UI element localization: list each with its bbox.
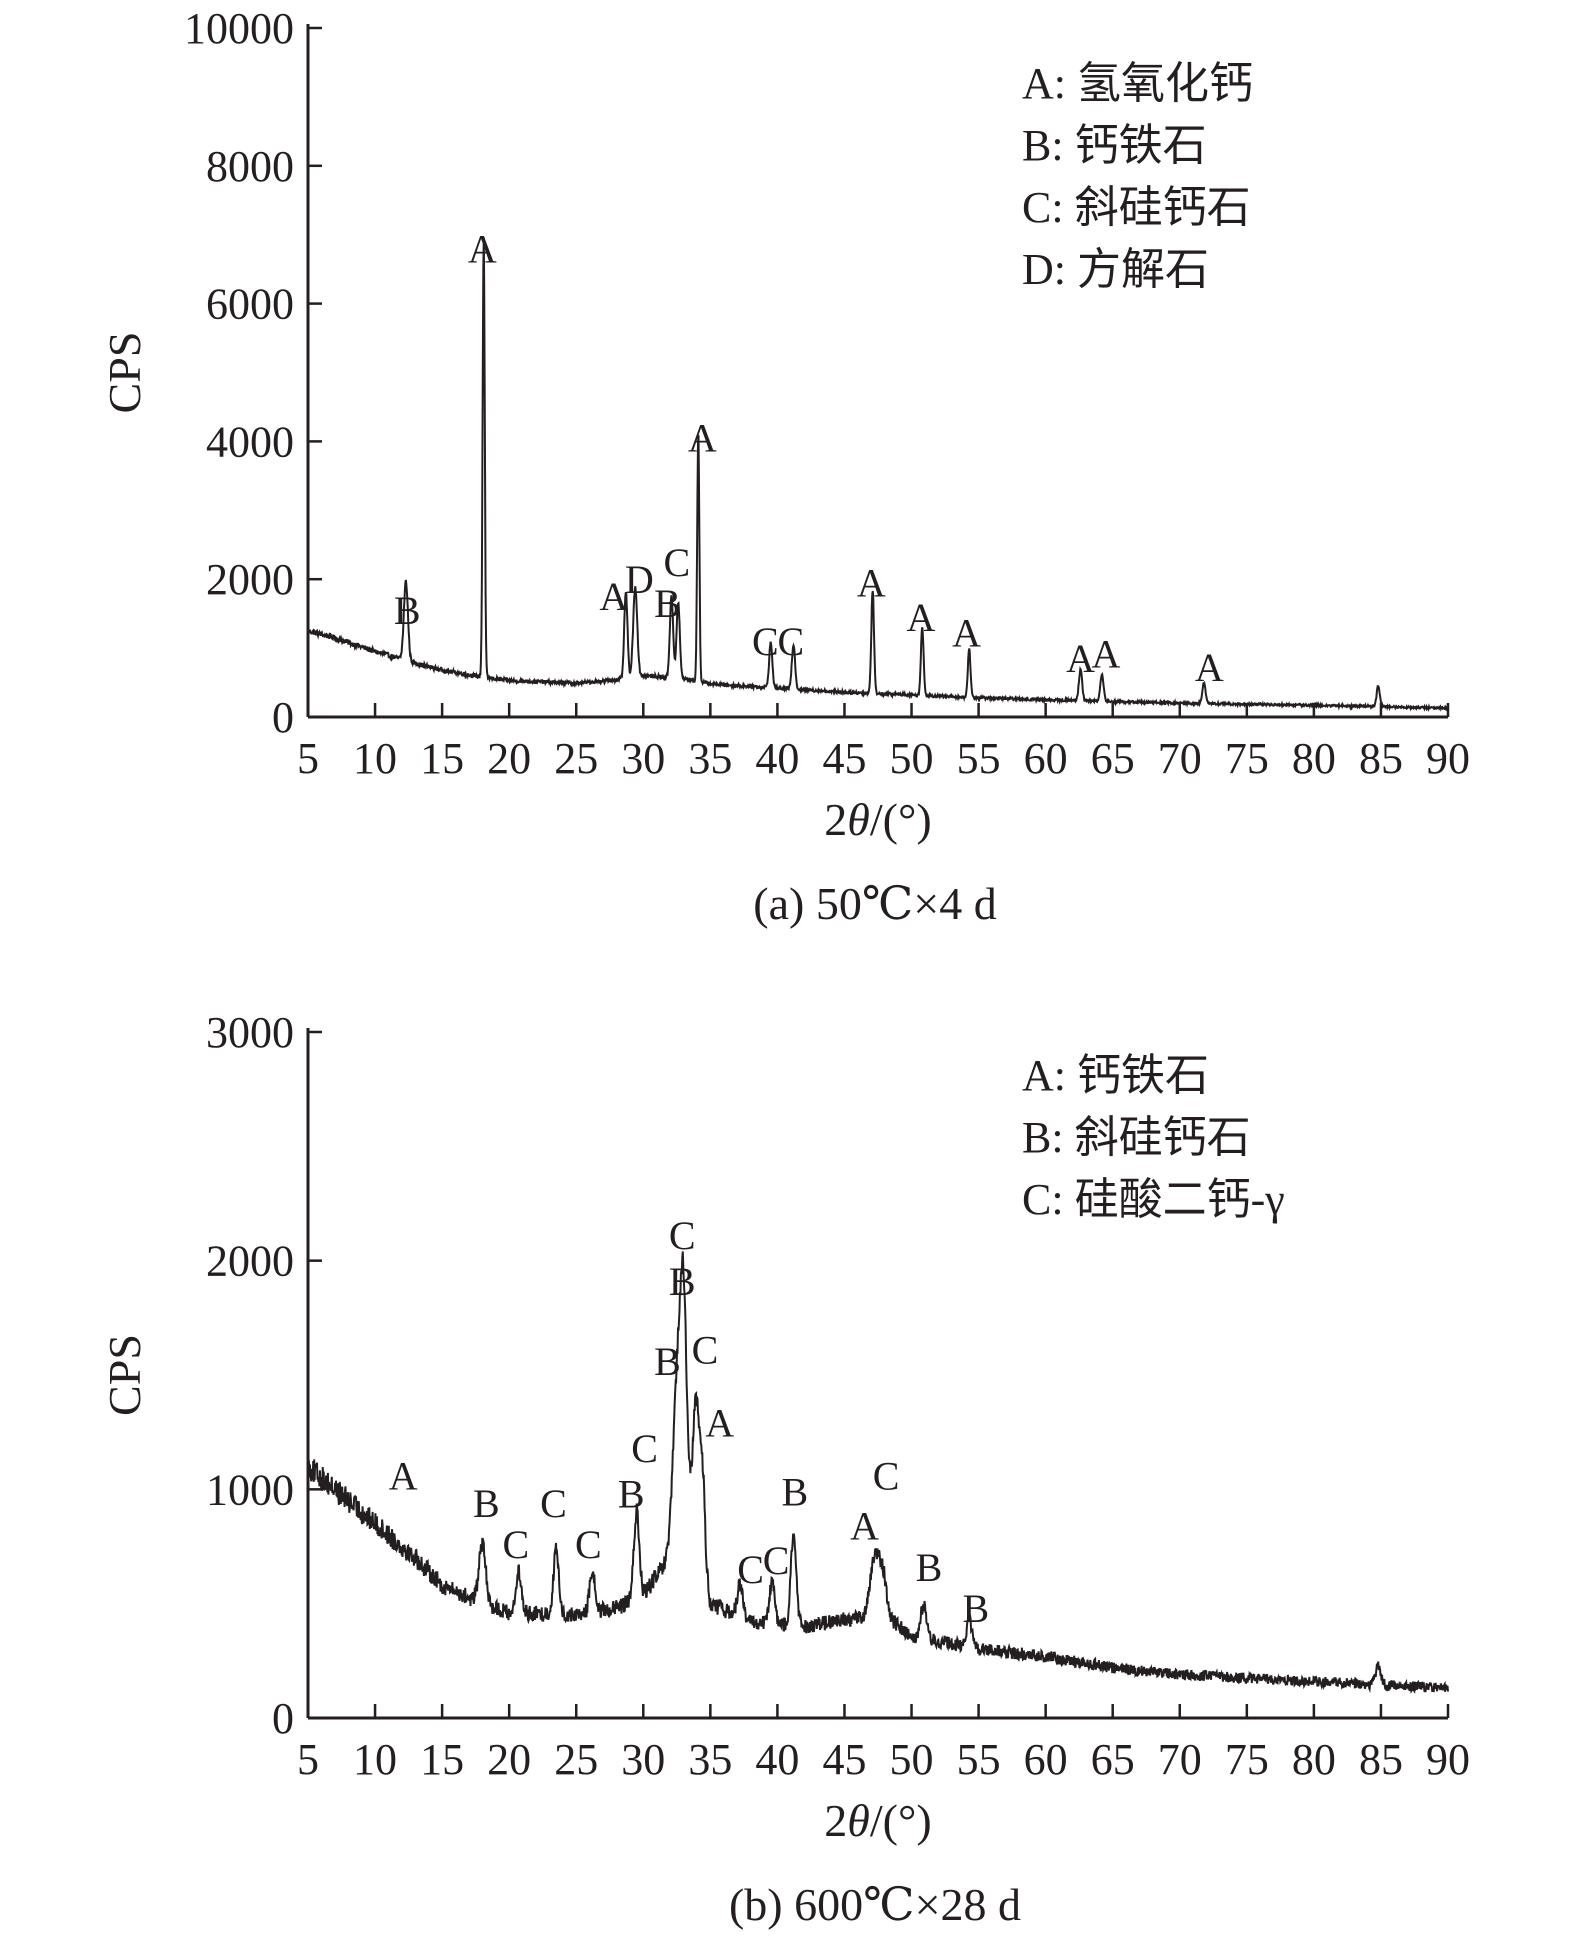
x-tick-label: 15 (420, 1735, 464, 1784)
legend-entry: D: 方解石 (1022, 245, 1209, 294)
y-tick-label: 6000 (206, 280, 294, 329)
peak-label: A (906, 595, 935, 640)
peak-label: A (389, 1453, 418, 1498)
x-tick-label: 75 (1225, 1735, 1269, 1784)
x-tick-label: 60 (1024, 734, 1068, 783)
peak-label: A (850, 1504, 879, 1549)
xrd-series-line (307, 237, 1449, 713)
legend-entry: C: 斜硅钙石 (1022, 183, 1251, 232)
peak-label: C (752, 619, 779, 664)
peak-label: B (782, 1469, 809, 1514)
x-tick-label: 40 (755, 734, 799, 783)
peak-label: B (654, 1339, 681, 1384)
peak-label: B (916, 1545, 943, 1590)
y-tick-label: 0 (272, 693, 294, 742)
x-tick-label: 90 (1426, 734, 1470, 783)
chart-panel-a: 5 10 15 20 25 30 35 40 45 50 55 60 65 70 75 80 85 90 0 2000… (99, 4, 1470, 929)
peak-label: C (503, 1522, 530, 1567)
y-tick-label: 3000 (206, 1008, 294, 1057)
peak-label: B (394, 588, 421, 633)
x-tick-label: 15 (420, 734, 464, 783)
x-tick-label: 25 (554, 1735, 598, 1784)
y-tick-label: 0 (272, 1694, 294, 1743)
x-tick-label: 40 (755, 1735, 799, 1784)
x-tick-label: 50 (890, 1735, 934, 1784)
legend-entry: A: 氢氧化钙 (1022, 59, 1253, 108)
peak-label: A (1195, 645, 1224, 690)
peak-label: C (692, 1328, 719, 1373)
x-tick-label: 55 (957, 734, 1001, 783)
y-tick-label: 2000 (206, 1237, 294, 1286)
chart-panel-b: 5 10 15 20 25 30 35 40 45 50 55 60 65 70 75 80 85 90 0 1000… (99, 1008, 1470, 1930)
x-tick-label: 45 (822, 734, 866, 783)
x-tick-label: 10 (353, 1735, 397, 1784)
x-tick-label: 10 (353, 734, 397, 783)
x-tick-label: 30 (621, 734, 665, 783)
peak-label: A (857, 560, 886, 605)
peak-label: B (618, 1472, 645, 1517)
x-tick-label: 45 (822, 1735, 866, 1784)
panel-caption: (a) 50℃×4 d (753, 878, 996, 929)
peak-label: C (575, 1522, 602, 1567)
x-tick-label: 30 (621, 1735, 665, 1784)
peak-label: C (777, 619, 804, 664)
y-tick-label: 2000 (206, 555, 294, 604)
peak-label: C (763, 1538, 790, 1583)
peak-label: C (631, 1426, 658, 1471)
y-tick-label: 8000 (206, 142, 294, 191)
peak-label: A (599, 574, 628, 619)
peak-label: C (669, 1213, 696, 1258)
x-tick-label: 70 (1158, 1735, 1202, 1784)
y-axis-title: CPS (99, 332, 150, 414)
x-tick-label: 5 (297, 734, 319, 783)
peak-label: B (963, 1586, 990, 1631)
x-tick-label: 55 (957, 1735, 1001, 1784)
peak-label: A (688, 416, 717, 461)
x-tick-label: 20 (487, 1735, 531, 1784)
peak-label: C (873, 1453, 900, 1498)
x-tick-label: 80 (1292, 734, 1336, 783)
x-tick-label: 35 (688, 1735, 732, 1784)
y-tick-label: 1000 (206, 1465, 294, 1514)
legend-entry: B: 斜硅钙石 (1022, 1113, 1251, 1162)
x-tick-label: 35 (688, 734, 732, 783)
y-tick-label: 4000 (206, 417, 294, 466)
x-tick-label: 85 (1359, 734, 1403, 783)
x-axis-title: 2θ/(°) (824, 1795, 931, 1846)
x-tick-label: 50 (890, 734, 934, 783)
x-tick-label: 70 (1158, 734, 1202, 783)
peak-label: A (468, 226, 497, 271)
peak-label: A (1066, 636, 1095, 681)
x-axis-title: 2θ/(°) (824, 794, 931, 845)
peak-label: C (540, 1481, 567, 1526)
x-tick-label: 25 (554, 734, 598, 783)
x-tick-label: 90 (1426, 1735, 1470, 1784)
y-axis-title: CPS (99, 1334, 150, 1416)
x-tick-label: 65 (1091, 734, 1135, 783)
legend-entry: C: 硅酸二钙-γ (1022, 1175, 1285, 1224)
xrd-series-line (307, 1251, 1449, 1694)
peak-label: C (737, 1547, 764, 1592)
peak-label: C (663, 540, 690, 585)
peak-label: B (473, 1481, 500, 1526)
legend-entry: A: 钙铁石 (1022, 1051, 1209, 1100)
peak-label: D (625, 557, 654, 602)
x-tick-label: 5 (297, 1735, 319, 1784)
peak-label: B (669, 1259, 696, 1304)
peak-label: A (705, 1401, 734, 1446)
panel-caption: (b) 600℃×28 d (729, 1879, 1021, 1930)
peak-label: B (654, 581, 681, 626)
x-tick-label: 80 (1292, 1735, 1336, 1784)
peak-label: A (952, 611, 981, 656)
peak-label: A (1092, 631, 1121, 676)
y-tick-label: 10000 (184, 4, 294, 53)
x-tick-label: 75 (1225, 734, 1269, 783)
x-tick-label: 85 (1359, 1735, 1403, 1784)
x-tick-label: 60 (1024, 1735, 1068, 1784)
x-tick-label: 20 (487, 734, 531, 783)
legend-entry: B: 钙铁石 (1022, 121, 1207, 170)
x-tick-label: 65 (1091, 1735, 1135, 1784)
